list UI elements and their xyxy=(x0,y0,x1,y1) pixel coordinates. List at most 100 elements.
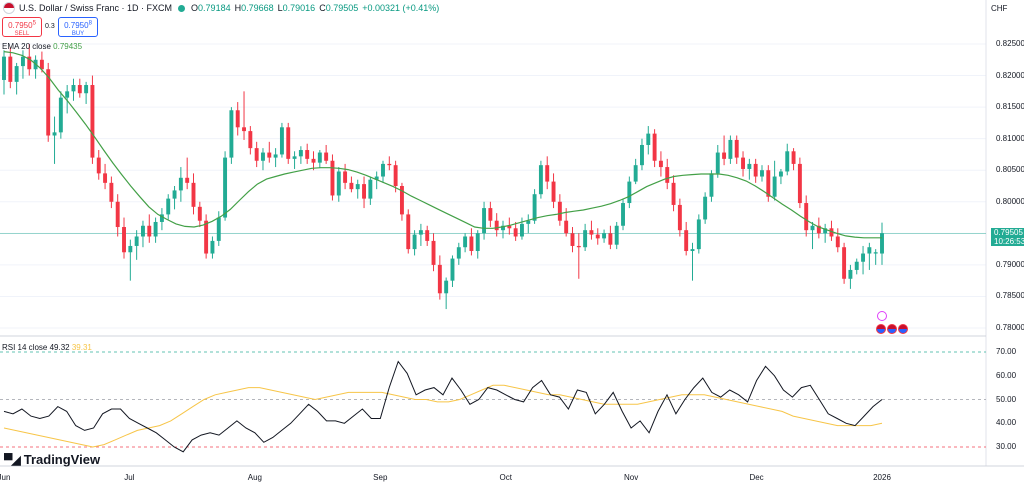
candle xyxy=(261,148,265,171)
sell-label: SELL xyxy=(14,30,30,37)
candle-body xyxy=(362,184,367,199)
candle-body xyxy=(665,167,670,183)
candle xyxy=(399,182,404,221)
us-event-icon[interactable] xyxy=(887,324,897,334)
rsi-legend[interactable]: RSI 14 close 49.32 39.31 xyxy=(2,343,92,352)
candle-body xyxy=(734,139,739,158)
candle-body xyxy=(450,258,455,281)
candle-body xyxy=(804,203,809,231)
time-tick-label: Oct xyxy=(499,473,512,482)
market-status-icon[interactable] xyxy=(178,4,186,12)
candle xyxy=(791,148,796,171)
candle-body xyxy=(153,221,158,237)
candle-body xyxy=(671,182,676,205)
candle-body xyxy=(418,230,423,235)
candle xyxy=(425,225,430,246)
grid-lines xyxy=(0,43,986,329)
candle-body xyxy=(488,208,493,221)
candle xyxy=(690,242,695,281)
ohlc-close: C0.79505 xyxy=(319,3,359,13)
candle-body xyxy=(696,219,701,250)
price-tick-label: 0.80000 xyxy=(996,196,1024,206)
candle xyxy=(823,223,828,243)
candle-body xyxy=(551,181,556,202)
candle xyxy=(475,230,480,259)
candle-body xyxy=(778,171,783,177)
candle xyxy=(456,242,461,265)
candle-body xyxy=(652,133,657,161)
candle-body xyxy=(381,163,385,177)
candle-body xyxy=(880,233,884,254)
candle xyxy=(292,151,297,169)
candle-body xyxy=(848,269,853,279)
candle xyxy=(185,157,190,190)
candle xyxy=(469,228,474,256)
current-price-value: 0.79505 xyxy=(994,228,1023,237)
us-event-icon[interactable] xyxy=(876,324,886,334)
candle-body xyxy=(741,157,745,169)
candle xyxy=(343,163,348,190)
candle-body xyxy=(431,240,436,265)
candle-body xyxy=(538,165,543,195)
candle xyxy=(595,228,600,245)
candle xyxy=(747,158,752,180)
candle-body xyxy=(425,230,430,241)
buy-button[interactable]: 0.79508 BUY xyxy=(58,17,98,37)
candle-body xyxy=(387,163,392,166)
candle xyxy=(286,122,291,164)
rsi-tick-label: 40.00 xyxy=(996,418,1017,428)
sell-button[interactable]: 0.79505 SELL xyxy=(2,17,42,37)
candle-body xyxy=(519,223,524,237)
candle xyxy=(103,163,108,190)
candle xyxy=(703,192,708,224)
candle xyxy=(349,176,354,193)
candle xyxy=(58,91,63,139)
candle xyxy=(134,230,139,260)
candle-body xyxy=(273,154,278,158)
candle-body xyxy=(576,245,581,248)
candle-body xyxy=(614,225,619,245)
candle xyxy=(861,245,866,275)
currency-label[interactable]: CHF xyxy=(991,4,1008,13)
candle-body xyxy=(482,208,487,234)
candle-body xyxy=(595,234,600,239)
candle-body xyxy=(823,228,828,234)
candle xyxy=(450,255,455,287)
candle xyxy=(109,176,114,209)
tradingview-logo[interactable]: ▀◢ TradingView xyxy=(4,452,100,467)
candle xyxy=(640,138,644,171)
candle xyxy=(728,135,733,164)
symbol-header[interactable]: U.S. Dollar / Swiss Franc · 1D · FXCM O0… xyxy=(0,0,439,16)
candle xyxy=(463,233,468,253)
candle-body xyxy=(715,152,720,174)
candle xyxy=(14,62,19,95)
price-tick-label: 0.79000 xyxy=(996,259,1024,269)
ema-line xyxy=(3,51,882,239)
candle xyxy=(317,150,322,168)
candle-body xyxy=(709,173,714,197)
ema-legend[interactable]: EMA 20 close 0.79435 xyxy=(2,42,82,51)
candle xyxy=(608,225,613,250)
candle xyxy=(482,201,487,240)
candle-body xyxy=(570,233,575,246)
candle-body xyxy=(842,247,847,279)
candle-body xyxy=(248,131,253,149)
us-event-icon[interactable] xyxy=(898,324,908,334)
sell-price: 0.79505 xyxy=(8,20,36,30)
candle-body xyxy=(677,204,682,231)
candle-body xyxy=(684,230,689,252)
candle-body xyxy=(197,206,202,221)
candle-body xyxy=(766,170,771,197)
symbol-title[interactable]: U.S. Dollar / Swiss Franc · 1D · FXCM xyxy=(19,3,173,13)
brand-name: TradingView xyxy=(23,452,101,467)
candle xyxy=(835,228,840,253)
candle xyxy=(210,236,215,259)
candle xyxy=(501,220,505,239)
candle-body xyxy=(463,236,468,248)
candle-body xyxy=(292,156,297,159)
lightning-event-icon[interactable] xyxy=(877,311,887,321)
candle xyxy=(709,170,714,202)
candle-body xyxy=(349,182,354,190)
candle xyxy=(848,264,853,289)
